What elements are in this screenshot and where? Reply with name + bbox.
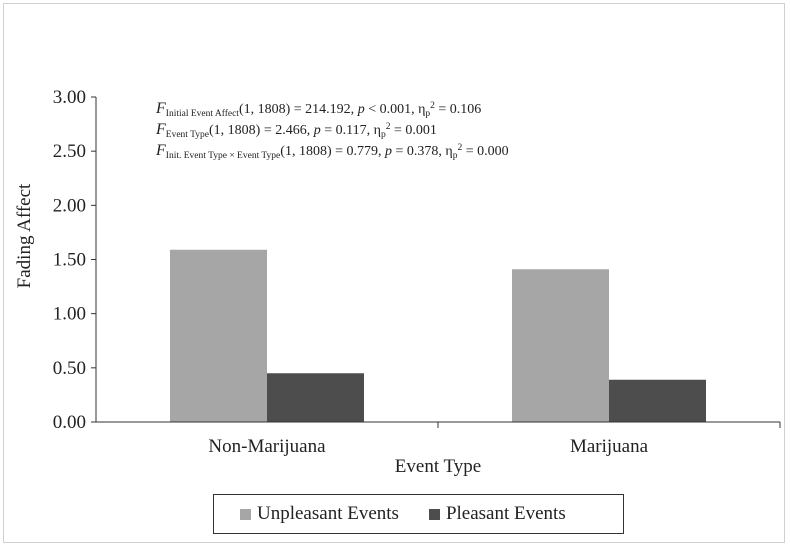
statistics-annotations: FInitial Event Affect(1, 1808) = 214.192…: [155, 100, 509, 161]
legend: Unpleasant Events Pleasant Events: [213, 494, 624, 534]
legend-item-pleasant: Pleasant Events: [428, 503, 566, 525]
bar-pleasant-events-marijuana: [609, 379, 706, 422]
chart-frame: [3, 3, 785, 543]
y-tick-label: 1.50: [53, 250, 86, 271]
x-tick-label: Non-Marijuana: [208, 436, 326, 457]
bar-pleasant-events-non-marijuana: [267, 373, 364, 422]
legend-label-pleasant: Pleasant Events: [445, 503, 566, 524]
stat-line: FEvent Type(1, 1808) = 2.466, p = 0.117,…: [155, 121, 437, 140]
legend-swatch-unpleasant: [240, 508, 251, 520]
bar-unpleasant-events-non-marijuana: [170, 249, 267, 422]
y-tick-label: 0.00: [53, 412, 86, 433]
legend-item-unpleasant: Unpleasant Events: [240, 503, 399, 525]
x-axis-title: Event Type: [395, 456, 481, 477]
y-axis-title: Fading Affect: [14, 183, 35, 288]
y-tick-label: 2.00: [53, 195, 86, 216]
stat-line: FInit. Event Type × Event Type(1, 1808) …: [155, 142, 509, 161]
stat-line: FInitial Event Affect(1, 1808) = 214.192…: [155, 100, 481, 119]
y-tick-label: 3.00: [53, 87, 86, 108]
y-tick-label: 1.00: [53, 304, 86, 325]
legend-swatch-pleasant: [428, 508, 440, 520]
legend-label-unpleasant: Unpleasant Events: [257, 503, 399, 524]
bar-unpleasant-events-marijuana: [512, 269, 609, 422]
x-tick-label: Marijuana: [570, 436, 649, 457]
y-tick-label: 0.50: [53, 358, 86, 379]
y-tick-label: 2.50: [53, 141, 86, 162]
